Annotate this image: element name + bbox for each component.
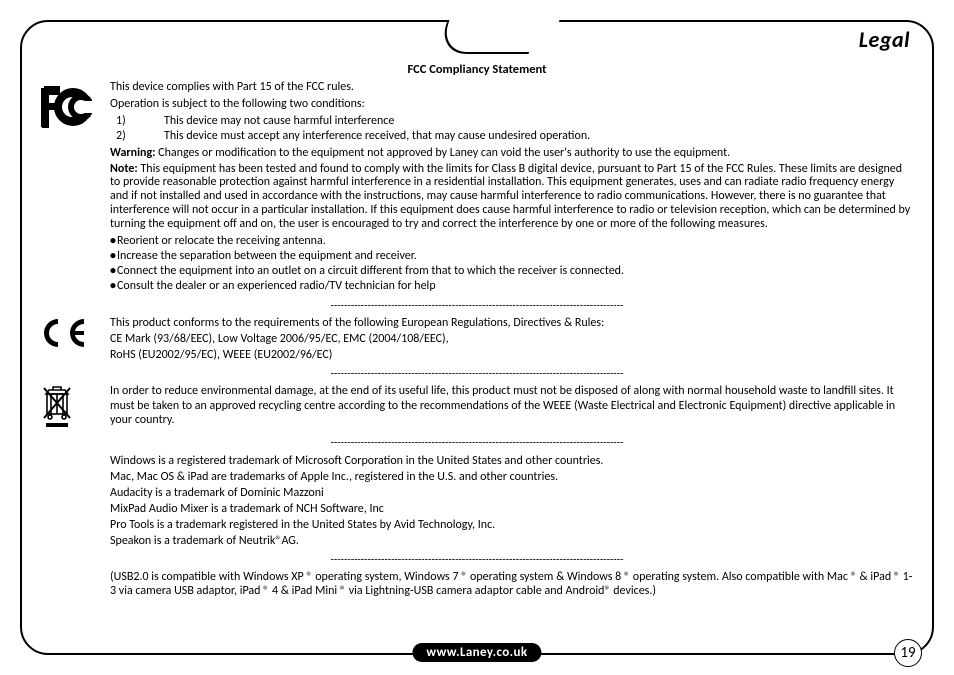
usb-compat: (USB2.0 is compatible with Windows XP ® … [110,570,914,598]
bullet-3: Connect the equipment into an outlet on … [110,264,914,279]
tm-4: MixPad Audio Mixer is a trademark of NCH… [110,502,914,517]
cond1-num: 1) [116,114,164,129]
content-area: FCC Compliancy Statement [40,62,914,641]
ce-line2: CE Mark (93/68/EEC), Low Voltage 2006/95… [110,332,914,347]
tm-6: Speakon is a trademark of Neutrik®AG. [110,534,914,549]
fcc-section: This device complies with Part 15 of the… [40,80,914,146]
fcc-warning: Warning: Changes or modification to the … [110,146,914,161]
warning-text: Changes or modification to the equipment… [155,146,730,160]
fcc-title: FCC Compliancy Statement [40,62,914,78]
separator-3: ----------------------------------------… [40,436,914,450]
weee-bin-icon [40,384,74,428]
fcc-note: Note: This equipment has been tested and… [110,163,914,232]
cond2-text: This device must accept any interference… [164,129,590,144]
tm-5: Pro Tools is a trademark registered in t… [110,518,914,533]
weee-text: In order to reduce environmental damage,… [110,384,914,427]
bullet-4: Consult the dealer or an experienced rad… [110,279,914,294]
note-text: This equipment has been tested and found… [110,162,910,231]
fcc-cond-2: 2) This device must accept any interfere… [116,129,914,144]
fcc-line1: This device complies with Part 15 of the… [110,80,914,95]
weee-section: In order to reduce environmental damage,… [40,384,914,433]
footer-url: www.Laney.co.uk [412,643,541,662]
bullet-1: Reorient or relocate the receiving anten… [110,234,914,249]
page-title: Legal [859,26,910,53]
separator-4: ----------------------------------------… [40,553,914,567]
tab-notch [436,20,547,54]
ce-section: This product conforms to the requirement… [40,315,914,364]
cond2-num: 2) [116,129,164,144]
trademark-section: Windows is a registered trademark of Mic… [110,453,914,550]
separator-2: ----------------------------------------… [40,367,914,381]
tm-2: Mac, Mac OS & iPad are trademarks of App… [110,470,914,485]
separator-1: ----------------------------------------… [40,299,914,313]
note-label: Note: [110,162,138,176]
ce-mark-icon [40,317,88,349]
ce-line1: This product conforms to the requirement… [110,316,914,331]
fcc-logo-icon [40,86,92,129]
fcc-cond-1: 1) This device may not cause harmful int… [116,114,914,129]
tm-3: Audacity is a trademark of Dominic Mazzo… [110,486,914,501]
tm-1: Windows is a registered trademark of Mic… [110,454,914,469]
bullet-2: Increase the separation between the equi… [110,249,914,264]
cond1-text: This device may not cause harmful interf… [164,114,394,129]
ce-line3: RoHS (EU2002/95/EC), WEEE (EU2002/96/EC) [110,348,914,363]
warning-label: Warning: [110,146,155,160]
page-number: 19 [894,639,922,667]
fcc-line2: Operation is subject to the following tw… [110,97,914,112]
fcc-bullets: Reorient or relocate the receiving anten… [110,234,914,294]
